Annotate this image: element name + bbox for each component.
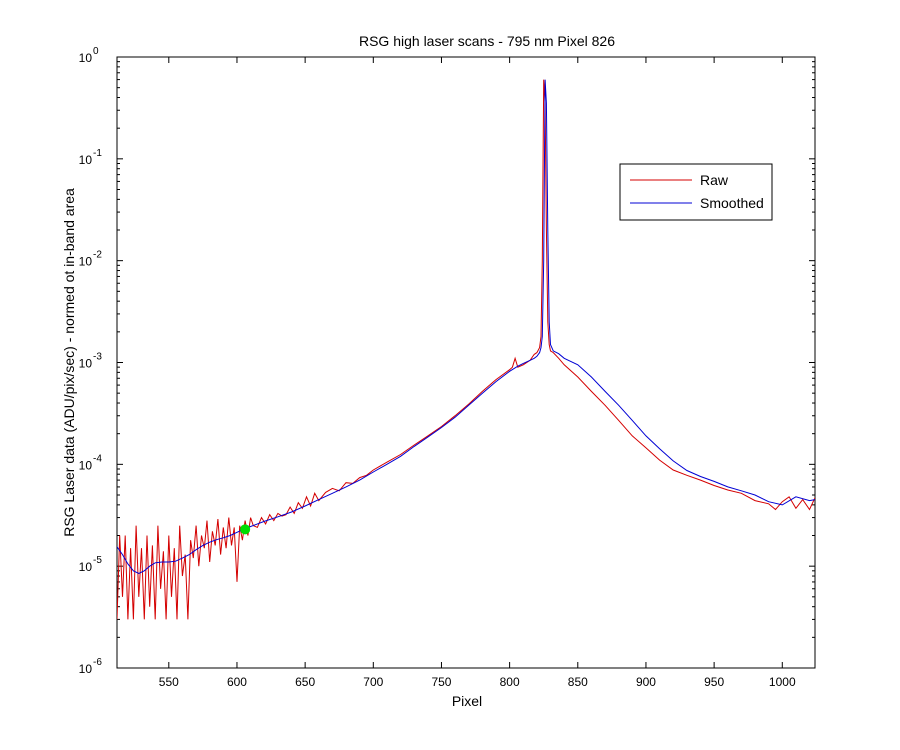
chart-title: RSG high laser scans - 795 nm Pixel 826 — [359, 33, 615, 49]
y-tick-label-exponent: -1 — [93, 148, 102, 159]
x-tick-label: 650 — [295, 675, 315, 689]
y-tick-label-exponent: 0 — [93, 46, 99, 57]
series-line-raw — [117, 79, 815, 620]
y-axis-label: RSG Laser data (ADU/pix/sec) - normed ot… — [61, 188, 77, 537]
axes-box — [116, 56, 816, 669]
x-tick-label: 1000 — [769, 675, 796, 689]
x-axis-label: Pixel — [452, 693, 482, 709]
y-tick-label-base: 10 — [79, 153, 93, 167]
y-tick-label-base: 10 — [79, 255, 93, 269]
legend: Raw Smoothed — [619, 163, 773, 221]
y-tick-label-base: 10 — [79, 458, 93, 472]
y-tick-label-exponent: -6 — [93, 657, 102, 668]
x-tick-label: 750 — [431, 675, 451, 689]
highlight-marker — [240, 524, 251, 535]
y-tick-label-exponent: -5 — [93, 555, 102, 566]
y-tick-label-exponent: -3 — [93, 352, 102, 363]
x-tick-label: 950 — [704, 675, 724, 689]
y-tick-label-base: 10 — [79, 662, 93, 676]
legend-label: Smoothed — [700, 195, 764, 211]
y-tick-label-base: 10 — [79, 51, 93, 65]
x-tick-label: 800 — [500, 675, 520, 689]
y-tick-label-base: 10 — [79, 560, 93, 574]
legend-label: Raw — [700, 172, 729, 188]
y-tick-label-base: 10 — [79, 357, 93, 371]
series-line-smoothed — [117, 79, 815, 574]
x-tick-label: 700 — [363, 675, 383, 689]
x-tick-label: 900 — [636, 675, 656, 689]
y-tick-label-exponent: -2 — [93, 250, 102, 261]
x-tick-label: 850 — [568, 675, 588, 689]
legend-box — [619, 163, 773, 221]
x-tick-label: 550 — [159, 675, 179, 689]
x-tick-label: 600 — [227, 675, 247, 689]
y-tick-label-exponent: -4 — [93, 453, 102, 464]
